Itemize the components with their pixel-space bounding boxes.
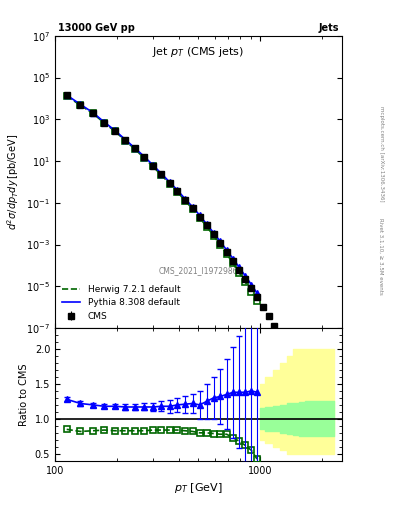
Herwig 7.2.1 default bbox=[113, 129, 118, 135]
Pythia 8.308 default bbox=[167, 179, 172, 185]
Herwig 7.2.1 default bbox=[190, 206, 195, 212]
Pythia 8.308 default bbox=[204, 221, 209, 227]
Text: Jets: Jets bbox=[319, 23, 339, 33]
Herwig 7.2.1 default bbox=[204, 224, 209, 230]
Text: 13000 GeV pp: 13000 GeV pp bbox=[58, 23, 135, 33]
Pythia 8.308 default bbox=[183, 196, 187, 202]
Herwig 7.2.1 default bbox=[197, 215, 202, 221]
Herwig 7.2.1 default bbox=[218, 242, 222, 248]
Herwig 7.2.1 default bbox=[64, 93, 69, 99]
Pythia 8.308 default bbox=[64, 92, 69, 98]
Y-axis label: Ratio to CMS: Ratio to CMS bbox=[19, 363, 29, 425]
Line: Pythia 8.308 default: Pythia 8.308 default bbox=[67, 95, 257, 293]
Pythia 8.308 default bbox=[151, 162, 155, 168]
Herwig 7.2.1 default bbox=[102, 120, 107, 126]
Pythia 8.308 default bbox=[211, 229, 216, 236]
Text: Jet $p_T$ (CMS jets): Jet $p_T$ (CMS jets) bbox=[152, 45, 244, 58]
Herwig 7.2.1 default bbox=[78, 102, 83, 109]
Herwig 7.2.1 default bbox=[175, 189, 180, 195]
Herwig 7.2.1 default bbox=[142, 155, 147, 161]
Pythia 8.308 default bbox=[113, 127, 118, 134]
Herwig 7.2.1 default bbox=[132, 146, 137, 152]
Pythia 8.308 default bbox=[142, 154, 147, 160]
Pythia 8.308 default bbox=[231, 255, 235, 262]
Pythia 8.308 default bbox=[132, 145, 137, 151]
Herwig 7.2.1 default bbox=[167, 181, 172, 187]
Pythia 8.308 default bbox=[102, 119, 107, 125]
Pythia 8.308 default bbox=[218, 238, 222, 244]
Herwig 7.2.1 default bbox=[243, 279, 248, 285]
Line: Herwig 7.2.1 default: Herwig 7.2.1 default bbox=[67, 96, 257, 302]
Herwig 7.2.1 default bbox=[237, 270, 242, 276]
Pythia 8.308 default bbox=[123, 137, 128, 143]
Pythia 8.308 default bbox=[78, 101, 83, 108]
Pythia 8.308 default bbox=[255, 290, 260, 296]
Herwig 7.2.1 default bbox=[90, 111, 95, 117]
Y-axis label: $d^2\sigma/dp_Tdy\,[\mathrm{pb/GeV}]$: $d^2\sigma/dp_Tdy\,[\mathrm{pb/GeV}]$ bbox=[5, 134, 20, 230]
Herwig 7.2.1 default bbox=[255, 298, 260, 305]
Herwig 7.2.1 default bbox=[183, 198, 187, 204]
Pythia 8.308 default bbox=[175, 187, 180, 194]
Legend: Herwig 7.2.1 default, Pythia 8.308 default, CMS: Herwig 7.2.1 default, Pythia 8.308 defau… bbox=[59, 282, 183, 324]
Pythia 8.308 default bbox=[237, 264, 242, 270]
Herwig 7.2.1 default bbox=[159, 172, 164, 178]
Pythia 8.308 default bbox=[159, 170, 164, 177]
Pythia 8.308 default bbox=[197, 212, 202, 219]
Pythia 8.308 default bbox=[249, 282, 254, 288]
Text: Rivet 3.1.10, ≥ 3.5M events: Rivet 3.1.10, ≥ 3.5M events bbox=[379, 218, 384, 294]
Herwig 7.2.1 default bbox=[231, 260, 235, 266]
Pythia 8.308 default bbox=[190, 204, 195, 210]
X-axis label: $p_T$ [GeV]: $p_T$ [GeV] bbox=[174, 481, 223, 495]
Text: CMS_2021_I1972986: CMS_2021_I1972986 bbox=[159, 266, 238, 275]
Herwig 7.2.1 default bbox=[224, 251, 229, 257]
Pythia 8.308 default bbox=[243, 273, 248, 279]
Herwig 7.2.1 default bbox=[151, 163, 155, 169]
Herwig 7.2.1 default bbox=[123, 138, 128, 144]
Pythia 8.308 default bbox=[224, 247, 229, 253]
Text: mcplots.cern.ch [arXiv:1306.3436]: mcplots.cern.ch [arXiv:1306.3436] bbox=[379, 106, 384, 201]
Herwig 7.2.1 default bbox=[211, 232, 216, 239]
Pythia 8.308 default bbox=[90, 110, 95, 116]
Herwig 7.2.1 default bbox=[249, 289, 254, 295]
